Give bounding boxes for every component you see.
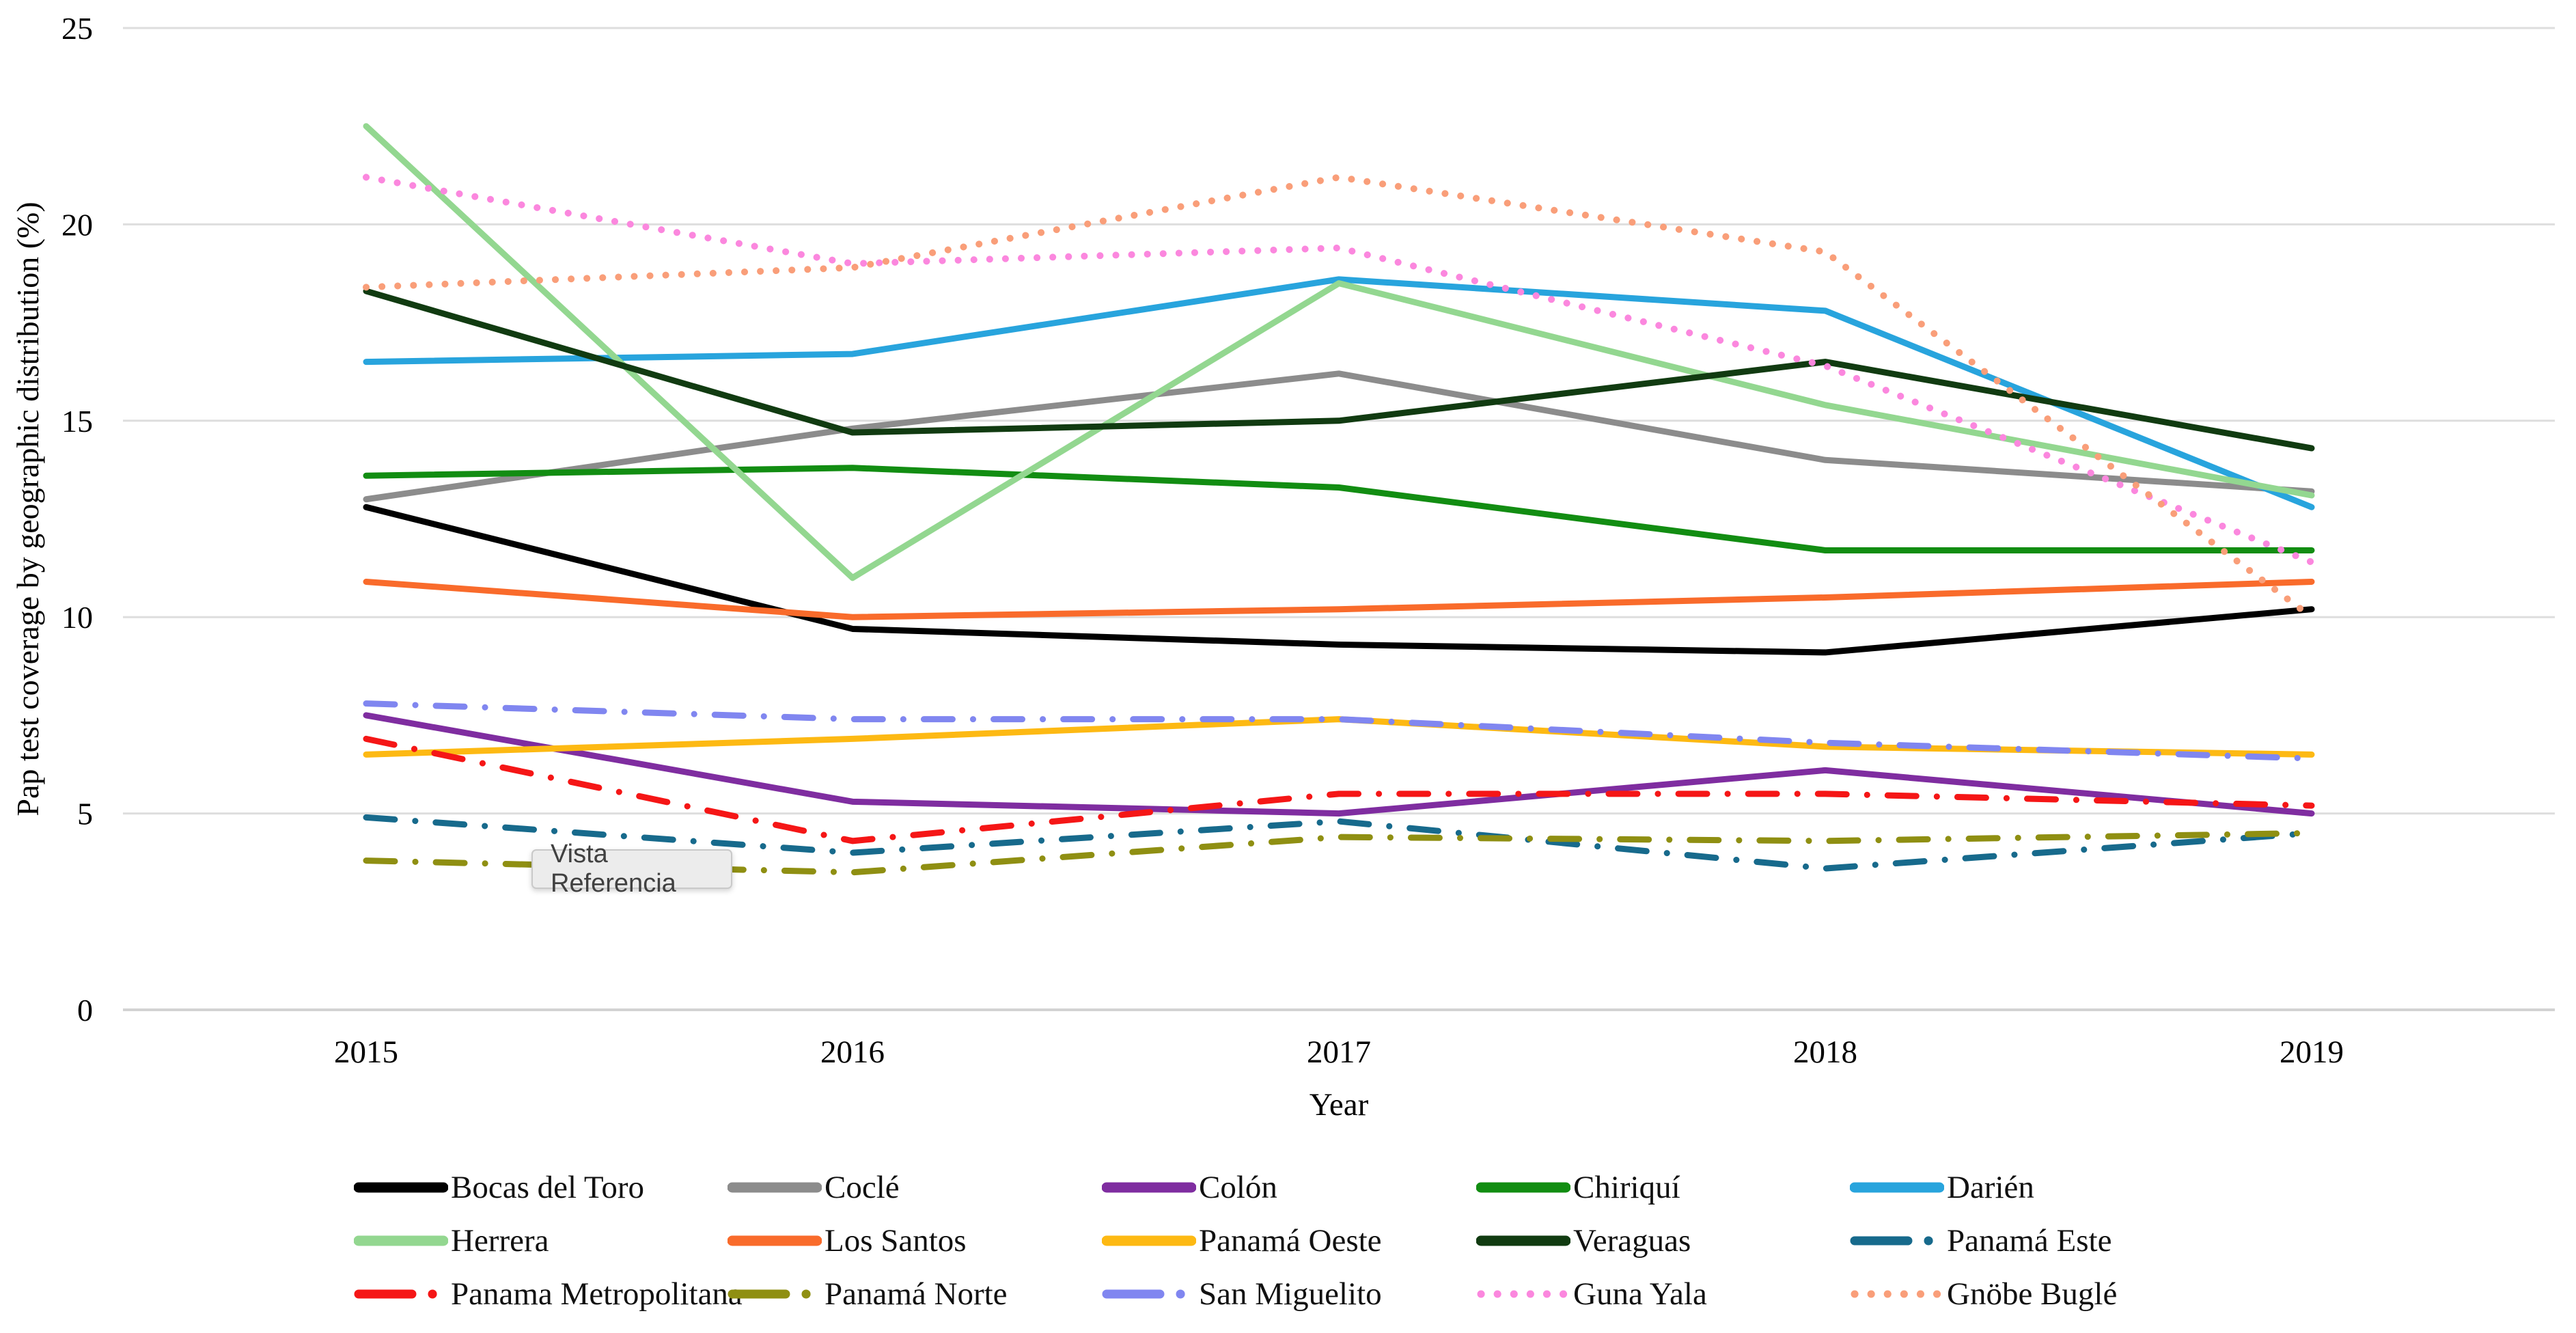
x-axis-tick-labels: 2015 2016 2017 2018 2019 bbox=[334, 1034, 2344, 1070]
series-line-san-miguelito bbox=[363, 700, 2315, 762]
gridlines bbox=[123, 27, 2555, 1011]
y-axis-tick-labels: 0 5 10 15 20 25 bbox=[61, 11, 93, 1028]
x-tick-label: 2019 bbox=[2280, 1034, 2344, 1070]
series-line-gn-be-bugl- bbox=[363, 174, 2315, 621]
series-line-chiriqu- bbox=[363, 465, 2315, 553]
series-line-cocl- bbox=[363, 370, 2315, 503]
series-line-col-n bbox=[363, 712, 2315, 817]
series-lines bbox=[363, 123, 2315, 876]
series-line-panam-norte bbox=[363, 829, 2315, 876]
y-tick-label: 20 bbox=[61, 207, 93, 242]
x-tick-label: 2018 bbox=[1793, 1034, 1857, 1070]
tooltip-text: Vista Referencia bbox=[551, 840, 676, 898]
series-line-bocas-del-toro bbox=[363, 504, 2315, 656]
y-tick-label: 25 bbox=[61, 11, 93, 46]
y-tick-label: 10 bbox=[61, 600, 93, 635]
series-line-panam-este bbox=[363, 814, 2315, 872]
series-line-veraguas bbox=[363, 288, 2315, 452]
y-tick-label: 15 bbox=[61, 404, 93, 439]
x-axis-title: Year bbox=[1310, 1087, 1369, 1123]
x-tick-label: 2016 bbox=[820, 1034, 885, 1070]
tooltip: Vista Referencia bbox=[531, 840, 732, 898]
x-tick-label: 2017 bbox=[1307, 1034, 1371, 1070]
y-tick-label: 0 bbox=[77, 993, 93, 1028]
series-line-herrera bbox=[363, 123, 2315, 581]
series-line-los-santos bbox=[363, 578, 2315, 620]
x-tick-label: 2015 bbox=[334, 1034, 398, 1070]
series-line-dari-n bbox=[363, 276, 2315, 510]
series-line-panama-metropolitana bbox=[363, 735, 2315, 844]
series-line-guna-yala bbox=[363, 174, 2315, 566]
y-axis-title: Pap test coverage by geographic distribu… bbox=[10, 202, 45, 816]
y-tick-label: 5 bbox=[77, 797, 93, 832]
